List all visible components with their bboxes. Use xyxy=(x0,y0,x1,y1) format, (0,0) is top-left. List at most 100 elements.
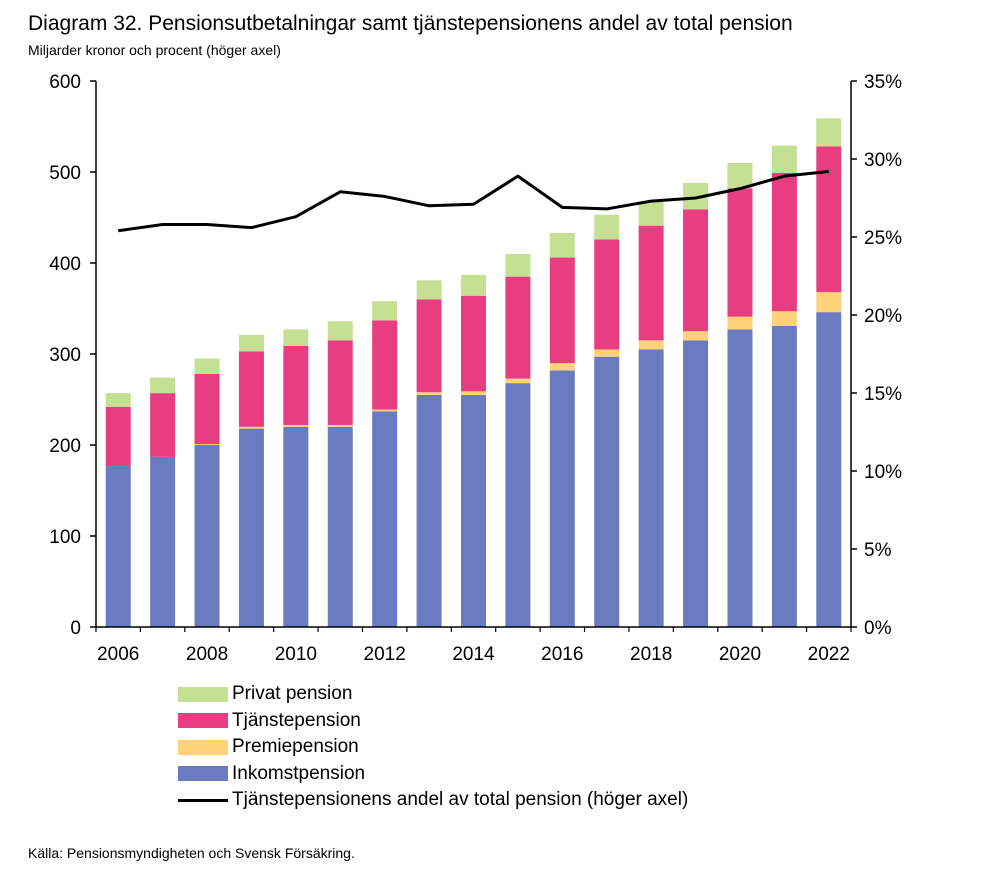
left-tick-label-500: 500 xyxy=(49,163,81,184)
bar-tjanste-2011 xyxy=(327,340,353,425)
legend-swatch-privat xyxy=(178,686,228,702)
bar-privat-2020 xyxy=(727,162,753,189)
chart-legend: Privat pension Tjänstepension Premiepens… xyxy=(178,681,688,814)
bar-premie-2009 xyxy=(238,426,264,429)
bar-tjanste-2012 xyxy=(372,320,398,410)
bar-premie-2015 xyxy=(505,378,531,384)
bar-premie-2019 xyxy=(683,331,709,341)
bar-inkomst-2010 xyxy=(283,426,309,627)
bar-inkomst-2015 xyxy=(505,383,531,627)
right-tick-label-25%: 25% xyxy=(864,228,902,249)
legend-item-inkomst: Inkomstpension xyxy=(178,761,688,788)
bar-tjanste-2014 xyxy=(461,295,486,392)
bar-tjanste-2008 xyxy=(194,374,220,445)
legend-item-tjanste: Tjänstepension xyxy=(178,708,688,735)
x-tick-label-2006: 2006 xyxy=(97,644,139,665)
bar-privat-2018 xyxy=(638,202,664,226)
bar-tjanste-2015 xyxy=(505,276,531,379)
legend-label-premie: Premiepension xyxy=(232,736,359,758)
left-tick-label-0: 0 xyxy=(70,618,81,639)
bar-privat-2017 xyxy=(594,214,620,240)
bar-privat-2008 xyxy=(194,358,220,375)
bar-inkomst-2013 xyxy=(416,394,442,627)
right-tick-label-0%: 0% xyxy=(864,618,892,639)
left-tick-label-300: 300 xyxy=(49,345,81,366)
bar-inkomst-2007 xyxy=(150,456,176,627)
bar-privat-2022 xyxy=(816,118,842,147)
bar-inkomst-2020 xyxy=(727,329,753,627)
legend-swatch-tjanste xyxy=(178,713,228,729)
x-tick-label-2020: 2020 xyxy=(719,644,761,665)
x-tick-label-2010: 2010 xyxy=(275,644,317,665)
bar-inkomst-2021 xyxy=(771,325,797,627)
bar-premie-2018 xyxy=(638,340,664,350)
right-tick-label-20%: 20% xyxy=(864,306,902,327)
right-tick-label-5%: 5% xyxy=(864,540,892,561)
bar-tjanste-2010 xyxy=(283,345,309,425)
bar-premie-2022 xyxy=(816,292,842,313)
bar-tjanste-2020 xyxy=(727,188,753,317)
left-tick-label-100: 100 xyxy=(49,527,81,548)
bar-privat-2009 xyxy=(238,334,264,352)
bar-inkomst-2022 xyxy=(816,312,842,627)
bar-premie-2021 xyxy=(771,311,797,326)
bar-premie-2011 xyxy=(327,424,353,427)
bar-privat-2014 xyxy=(461,274,486,296)
bar-premie-2010 xyxy=(283,424,309,427)
x-tick-label-2008: 2008 xyxy=(186,644,228,665)
bar-premie-2020 xyxy=(727,316,753,330)
bar-privat-2010 xyxy=(283,329,309,346)
bar-inkomst-2011 xyxy=(327,426,353,627)
legend-label-line: Tjänstepensionens andel av total pension… xyxy=(232,789,689,811)
bar-privat-2006 xyxy=(105,393,131,407)
bar-premie-2017 xyxy=(594,349,620,357)
bar-premie-2016 xyxy=(549,363,575,371)
bar-privat-2012 xyxy=(372,301,398,321)
left-tick-label-400: 400 xyxy=(49,254,81,275)
bar-tjanste-2016 xyxy=(549,257,575,364)
bar-inkomst-2016 xyxy=(549,370,575,627)
right-tick-label-35%: 35% xyxy=(864,72,902,93)
chart-subtitle: Miljarder kronor och procent (höger axel… xyxy=(28,42,281,58)
x-tick-label-2018: 2018 xyxy=(630,644,672,665)
bar-inkomst-2008 xyxy=(194,445,220,627)
x-tick-label-2016: 2016 xyxy=(541,644,583,665)
bar-tjanste-2006 xyxy=(105,406,131,466)
bar-premie-2014 xyxy=(461,391,486,395)
bar-tjanste-2017 xyxy=(594,239,620,350)
right-tick-label-15%: 15% xyxy=(864,384,902,405)
bar-tjanste-2007 xyxy=(150,393,176,457)
bar-privat-2013 xyxy=(416,280,442,300)
bar-inkomst-2009 xyxy=(238,428,264,627)
bar-inkomst-2014 xyxy=(461,394,486,627)
bar-tjanste-2019 xyxy=(683,209,709,332)
bar-privat-2007 xyxy=(150,377,176,394)
bar-tjanste-2018 xyxy=(638,225,664,341)
bar-tjanste-2013 xyxy=(416,299,442,393)
bar-inkomst-2019 xyxy=(683,340,709,627)
left-tick-label-200: 200 xyxy=(49,436,81,457)
x-tick-label-2022: 2022 xyxy=(808,644,850,665)
bar-privat-2011 xyxy=(327,321,353,341)
bar-premie-2008 xyxy=(194,444,220,445)
bar-premie-2013 xyxy=(416,392,442,395)
x-tick-label-2014: 2014 xyxy=(452,644,495,665)
legend-item-premie: Premiepension xyxy=(178,734,688,761)
bar-tjanste-2021 xyxy=(771,172,797,312)
source-note: Källa: Pensionsmyndigheten och Svensk Fö… xyxy=(28,845,355,861)
legend-item-line: Tjänstepensionens andel av total pension… xyxy=(178,787,688,814)
left-tick-label-600: 600 xyxy=(49,72,81,93)
right-tick-label-30%: 30% xyxy=(864,150,902,171)
right-tick-label-10%: 10% xyxy=(864,462,902,483)
bar-inkomst-2006 xyxy=(105,465,131,627)
bar-privat-2015 xyxy=(505,253,531,277)
bar-tjanste-2009 xyxy=(238,351,264,427)
chart-title: Diagram 32. Pensionsutbetalningar samt t… xyxy=(28,12,793,35)
x-tick-label-2012: 2012 xyxy=(364,644,406,665)
legend-swatch-inkomst xyxy=(178,766,228,782)
bar-inkomst-2017 xyxy=(594,356,620,627)
bar-inkomst-2012 xyxy=(372,411,398,627)
legend-swatch-line xyxy=(178,798,228,802)
line-series-tjanstepension-share xyxy=(118,169,829,233)
